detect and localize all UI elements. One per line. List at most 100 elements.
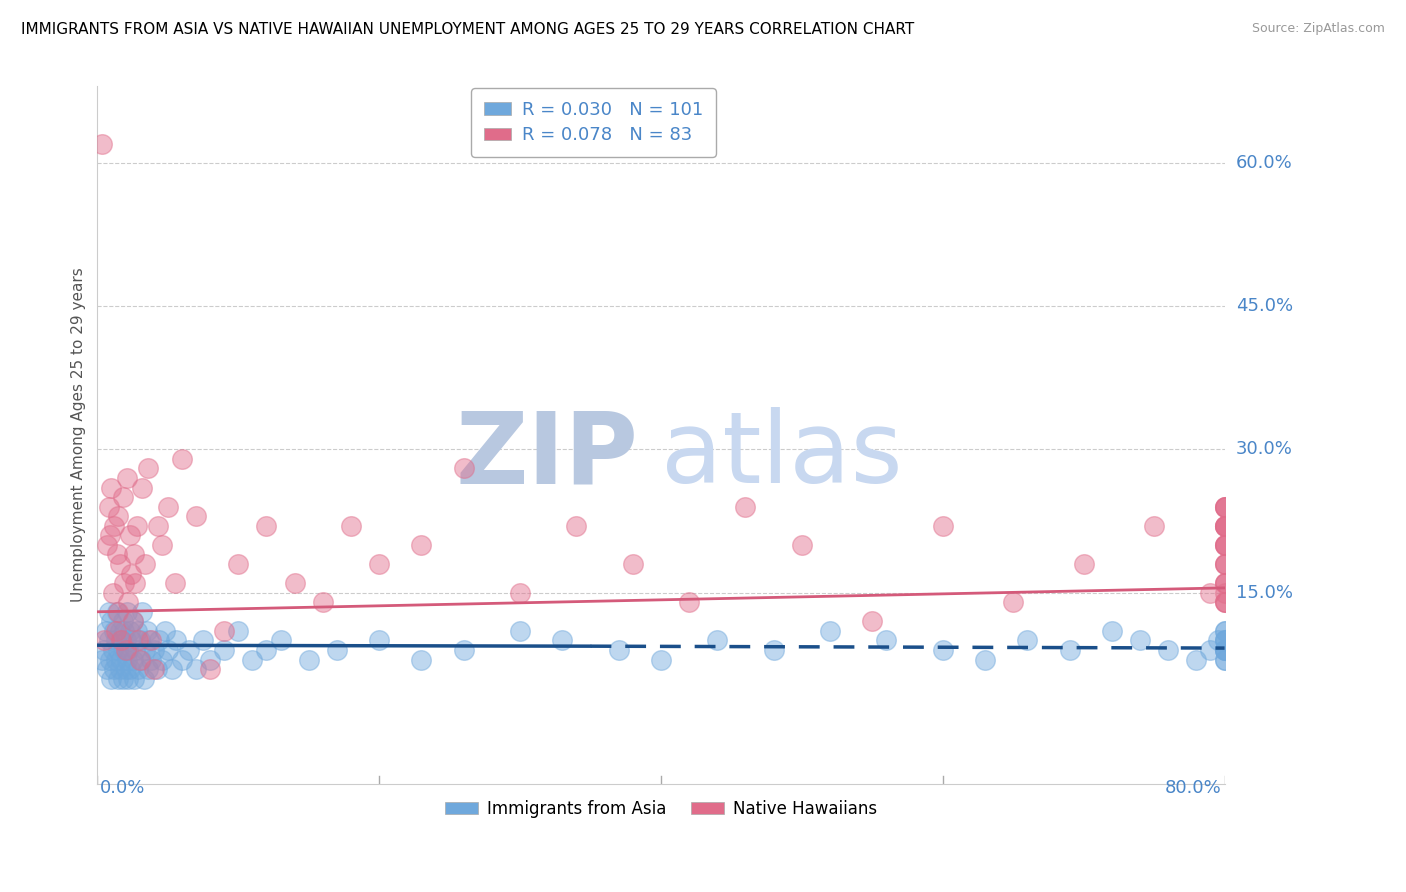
Point	[104, 633, 127, 648]
Point	[734, 500, 756, 514]
Point	[621, 557, 644, 571]
Point	[1213, 643, 1236, 657]
Point	[107, 605, 129, 619]
Point	[156, 500, 179, 514]
Text: 45.0%: 45.0%	[1236, 297, 1294, 315]
Point	[131, 605, 153, 619]
Point	[1213, 500, 1236, 514]
Point	[1213, 595, 1236, 609]
Point	[121, 615, 143, 629]
Point	[117, 672, 139, 686]
Point	[650, 652, 672, 666]
Point	[142, 662, 165, 676]
Point	[115, 652, 138, 666]
Point	[607, 643, 630, 657]
Point	[170, 451, 193, 466]
Point	[90, 136, 112, 151]
Point	[198, 662, 221, 676]
Point	[108, 662, 131, 676]
Point	[118, 624, 141, 638]
Point	[818, 624, 841, 638]
Point	[565, 518, 588, 533]
Point	[122, 548, 145, 562]
Point	[160, 662, 183, 676]
Point	[112, 643, 135, 657]
Point	[212, 643, 235, 657]
Point	[1213, 643, 1236, 657]
Point	[134, 643, 156, 657]
Point	[114, 643, 136, 657]
Point	[254, 518, 277, 533]
Point	[105, 605, 128, 619]
Point	[93, 633, 115, 648]
Point	[551, 633, 574, 648]
Point	[118, 662, 141, 676]
Point	[120, 633, 142, 648]
Point	[1213, 518, 1236, 533]
Point	[1199, 585, 1222, 599]
Point	[790, 538, 813, 552]
Point	[1002, 595, 1025, 609]
Point	[101, 643, 124, 657]
Point	[1213, 643, 1236, 657]
Point	[1185, 652, 1208, 666]
Point	[132, 672, 155, 686]
Point	[150, 652, 173, 666]
Point	[1213, 500, 1236, 514]
Point	[114, 662, 136, 676]
Point	[184, 509, 207, 524]
Point	[93, 643, 115, 657]
Point	[1213, 624, 1236, 638]
Point	[1213, 518, 1236, 533]
Point	[270, 633, 292, 648]
Point	[114, 633, 136, 648]
Point	[103, 624, 125, 638]
Point	[1199, 643, 1222, 657]
Point	[1059, 643, 1081, 657]
Text: 80.0%: 80.0%	[1166, 779, 1222, 797]
Point	[212, 624, 235, 638]
Point	[98, 528, 121, 542]
Point	[1213, 633, 1236, 648]
Text: 0.0%: 0.0%	[100, 779, 146, 797]
Point	[411, 538, 433, 552]
Point	[1157, 643, 1180, 657]
Point	[125, 518, 148, 533]
Point	[1213, 652, 1236, 666]
Point	[240, 652, 263, 666]
Point	[110, 633, 132, 648]
Point	[127, 633, 149, 648]
Text: IMMIGRANTS FROM ASIA VS NATIVE HAWAIIAN UNEMPLOYMENT AMONG AGES 25 TO 29 YEARS C: IMMIGRANTS FROM ASIA VS NATIVE HAWAIIAN …	[21, 22, 914, 37]
Point	[115, 471, 138, 485]
Point	[125, 624, 148, 638]
Point	[150, 538, 173, 552]
Point	[107, 509, 129, 524]
Point	[226, 557, 249, 571]
Point	[128, 633, 150, 648]
Point	[1213, 538, 1236, 552]
Point	[1073, 557, 1095, 571]
Point	[136, 662, 159, 676]
Point	[1213, 518, 1236, 533]
Text: Source: ZipAtlas.com: Source: ZipAtlas.com	[1251, 22, 1385, 36]
Point	[120, 566, 142, 581]
Point	[129, 652, 152, 666]
Point	[1213, 538, 1236, 552]
Point	[124, 576, 146, 591]
Point	[509, 624, 531, 638]
Point	[124, 643, 146, 657]
Point	[90, 652, 112, 666]
Point	[1213, 652, 1236, 666]
Point	[1213, 557, 1236, 571]
Point	[1213, 585, 1236, 599]
Point	[453, 643, 475, 657]
Point	[96, 538, 118, 552]
Y-axis label: Unemployment Among Ages 25 to 29 years: Unemployment Among Ages 25 to 29 years	[72, 268, 86, 602]
Point	[1213, 643, 1236, 657]
Point	[148, 633, 170, 648]
Point	[298, 652, 321, 666]
Point	[1213, 518, 1236, 533]
Point	[875, 633, 897, 648]
Text: 30.0%: 30.0%	[1236, 441, 1292, 458]
Text: atlas: atlas	[661, 408, 903, 505]
